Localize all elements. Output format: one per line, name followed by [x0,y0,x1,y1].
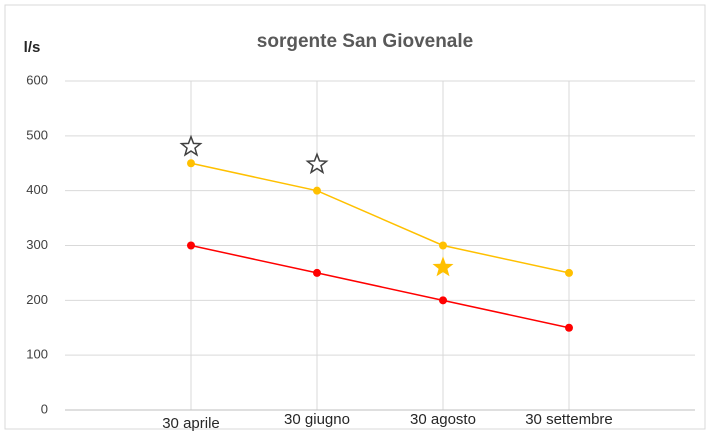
series-line [190,162,570,274]
star-marker-hollow [179,134,203,157]
point [313,268,321,277]
y-tick-label: 200 [26,292,48,307]
series-line [190,244,570,329]
x-tick-label: 30 agosto [410,411,476,428]
star-marker [432,256,454,277]
star-marker-hollow [305,152,329,175]
y-axis-label: l/s [24,39,41,56]
y-tick-label: 600 [26,72,48,87]
point [187,241,195,250]
y-tick-label: 500 [26,127,48,142]
y-tick-label: 0 [41,401,48,416]
y-tick-label: 400 [26,182,48,197]
chart-title: sorgente San Giovenale [257,31,473,52]
chart-frame [4,4,706,430]
point [565,268,573,277]
x-tick-label: 30 aprile [162,415,220,432]
y-tick-label: 100 [26,347,48,362]
y-tick-label: 300 [26,237,48,252]
x-tick-label: 30 settembre [525,411,613,428]
x-tick-label: 30 giugno [284,411,350,428]
point [565,323,573,332]
point [187,159,195,168]
point [313,186,321,195]
point [439,241,447,250]
point [439,296,447,305]
